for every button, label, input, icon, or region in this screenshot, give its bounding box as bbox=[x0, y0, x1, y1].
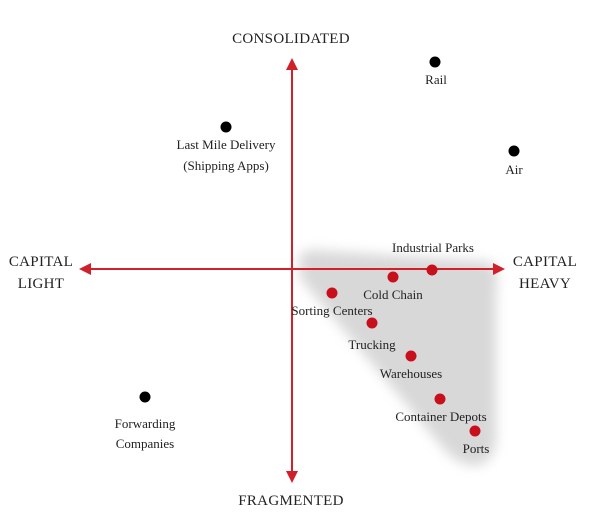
point-container-depots: Container Depots bbox=[395, 393, 487, 424]
axis-label-left-line2: LIGHT bbox=[18, 276, 65, 292]
down-arrowhead-icon bbox=[286, 471, 298, 483]
point-label: Sorting Centers bbox=[291, 303, 372, 318]
highlight-region bbox=[299, 250, 498, 466]
point-label: Trucking bbox=[348, 337, 396, 352]
point-industrial-parks: Industrial Parks bbox=[392, 240, 474, 276]
point-marker bbox=[387, 271, 399, 283]
point-label: Rail bbox=[425, 72, 447, 87]
highlight-points: Industrial Parks Cold Chain Sorting Cent… bbox=[291, 240, 489, 456]
point-forwarding-companies: Forwarding Companies bbox=[115, 391, 176, 451]
point-sorting-centers: Sorting Centers bbox=[291, 287, 373, 318]
point-marker bbox=[426, 264, 438, 276]
point-marker bbox=[366, 317, 378, 329]
point-marker bbox=[405, 350, 417, 362]
point-label: Forwarding bbox=[115, 416, 176, 431]
up-arrowhead-icon bbox=[286, 58, 298, 70]
point-marker bbox=[434, 393, 446, 405]
point-label: Container Depots bbox=[395, 409, 486, 424]
point-trucking: Trucking bbox=[348, 317, 396, 352]
point-ports: Ports bbox=[463, 425, 490, 456]
axis-label-top: CONSOLIDATED bbox=[232, 31, 350, 47]
axis-label-left-line1: CAPITAL bbox=[9, 254, 73, 270]
point-last-mile-delivery: Last Mile Delivery (Shipping Apps) bbox=[177, 121, 276, 173]
point-marker bbox=[139, 391, 151, 403]
point-label: Industrial Parks bbox=[392, 240, 474, 255]
point-label: Ports bbox=[463, 441, 490, 456]
point-label: Cold Chain bbox=[363, 287, 423, 302]
point-marker bbox=[326, 287, 338, 299]
point-air: Air bbox=[505, 145, 523, 177]
point-marker bbox=[429, 56, 441, 68]
point-rail: Rail bbox=[425, 56, 447, 87]
point-marker bbox=[220, 121, 232, 133]
point-marker bbox=[508, 145, 520, 157]
left-arrowhead-icon bbox=[79, 263, 91, 275]
point-label: Warehouses bbox=[380, 366, 443, 381]
plain-points: Rail Air Last Mile Delivery (Shipping Ap… bbox=[115, 56, 523, 451]
point-cold-chain: Cold Chain bbox=[363, 271, 423, 302]
axis-label-right-line2: HEAVY bbox=[519, 276, 571, 292]
axis-labels: CONSOLIDATED FRAGMENTED CAPITAL LIGHT CA… bbox=[9, 31, 577, 509]
axis-label-bottom: FRAGMENTED bbox=[238, 493, 344, 509]
point-label: Air bbox=[505, 162, 523, 177]
point-label-line2: Companies bbox=[116, 436, 175, 451]
point-marker bbox=[469, 425, 481, 437]
point-label-line2: (Shipping Apps) bbox=[183, 158, 269, 173]
right-arrowhead-icon bbox=[493, 263, 505, 275]
axis-label-right-line1: CAPITAL bbox=[513, 254, 577, 270]
point-warehouses: Warehouses bbox=[380, 350, 443, 381]
point-label: Last Mile Delivery bbox=[177, 137, 276, 152]
